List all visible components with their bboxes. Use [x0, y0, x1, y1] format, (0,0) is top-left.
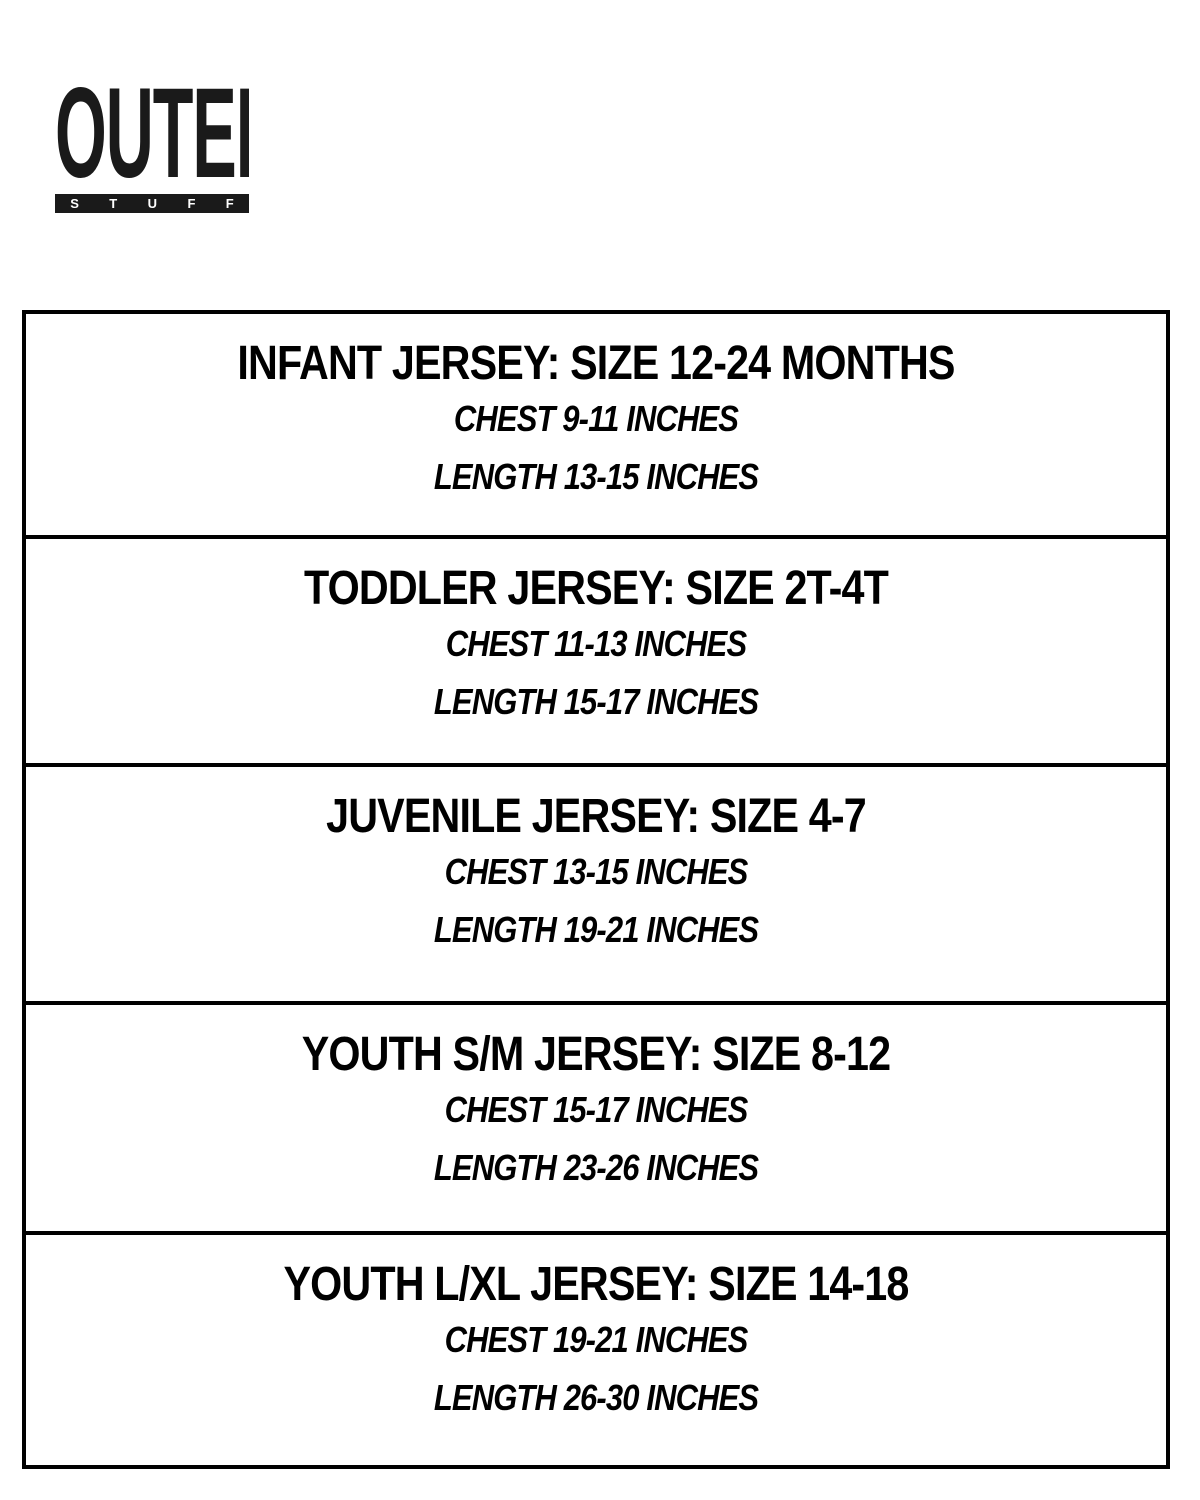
- size-title: YOUTH L/XL JERSEY: SIZE 14-18: [283, 1258, 909, 1311]
- length-measure: LENGTH 23-26 INCHES: [433, 1147, 759, 1188]
- size-row-infant: INFANT JERSEY: SIZE 12-24 MONTHS CHEST 9…: [26, 314, 1166, 539]
- chest-measure: CHEST 9-11 INCHES: [453, 398, 739, 439]
- length-measure: LENGTH 15-17 INCHES: [433, 681, 759, 722]
- size-row-juvenile: JUVENILE JERSEY: SIZE 4-7 CHEST 13-15 IN…: [26, 767, 1166, 1005]
- size-title: INFANT JERSEY: SIZE 12-24 MONTHS: [237, 337, 955, 390]
- size-title: JUVENILE JERSEY: SIZE 4-7: [326, 790, 867, 843]
- size-row-toddler: TODDLER JERSEY: SIZE 2T-4T CHEST 11-13 I…: [26, 539, 1166, 767]
- chest-measure: CHEST 19-21 INCHES: [444, 1319, 749, 1360]
- chest-measure: CHEST 13-15 INCHES: [444, 851, 749, 892]
- length-measure: LENGTH 13-15 INCHES: [433, 456, 759, 497]
- size-title: TODDLER JERSEY: SIZE 2T-4T: [304, 562, 889, 615]
- logo-text: OUTER: [55, 78, 249, 190]
- chest-measure: CHEST 11-13 INCHES: [445, 623, 747, 664]
- size-title: YOUTH S/M JERSEY: SIZE 8-12: [301, 1028, 891, 1081]
- length-measure: LENGTH 19-21 INCHES: [433, 909, 759, 950]
- length-measure: LENGTH 26-30 INCHES: [433, 1377, 759, 1418]
- size-row-youth-sm: YOUTH S/M JERSEY: SIZE 8-12 CHEST 15-17 …: [26, 1005, 1166, 1235]
- size-row-youth-lxl: YOUTH L/XL JERSEY: SIZE 14-18 CHEST 19-2…: [26, 1235, 1166, 1465]
- chest-measure: CHEST 15-17 INCHES: [444, 1089, 749, 1130]
- size-chart: INFANT JERSEY: SIZE 12-24 MONTHS CHEST 9…: [22, 310, 1170, 1469]
